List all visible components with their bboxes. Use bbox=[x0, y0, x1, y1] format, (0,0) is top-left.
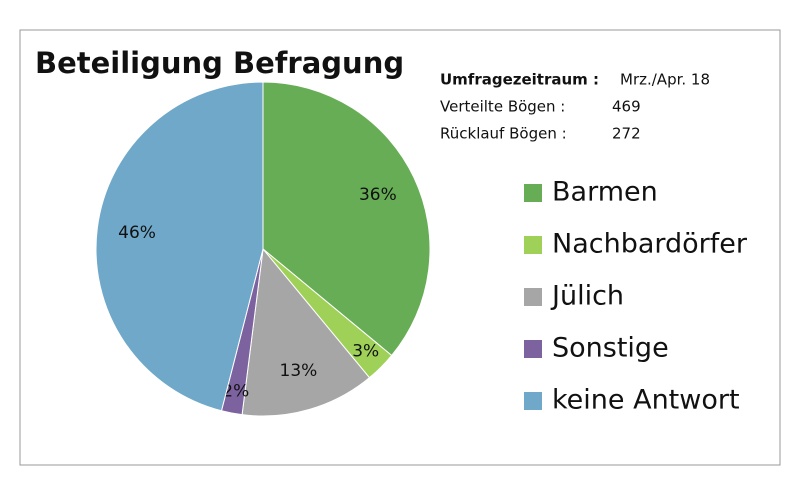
legend-label: keine Antwort bbox=[552, 385, 740, 416]
legend-label: Nachbardörfer bbox=[552, 229, 748, 260]
pie-slice bbox=[95, 81, 264, 412]
data-label: 3% bbox=[352, 342, 379, 362]
data-label: 46% bbox=[118, 223, 156, 243]
pie-slice bbox=[241, 247, 371, 417]
data-label: 36% bbox=[359, 185, 397, 205]
legend-swatch bbox=[524, 184, 542, 202]
legend-swatch bbox=[524, 288, 542, 306]
legend-swatch bbox=[524, 236, 542, 254]
legend-swatch bbox=[524, 340, 542, 358]
data-label: 2% bbox=[222, 382, 249, 402]
annotation-value: Mrz./Apr. 18 bbox=[620, 71, 710, 89]
chart-title: Beteiligung Befragung bbox=[35, 46, 404, 80]
annotation-label: Verteilte Bögen : bbox=[440, 98, 565, 116]
annotation-value: 272 bbox=[612, 125, 641, 143]
legend-label: Barmen bbox=[552, 177, 658, 208]
annotation-label: Umfragezeitraum : bbox=[440, 71, 599, 89]
pie-slice bbox=[262, 81, 431, 357]
data-label: 13% bbox=[280, 361, 318, 381]
legend-label: Sonstige bbox=[552, 333, 669, 364]
legend-label: Jülich bbox=[550, 281, 624, 312]
annotation-value: 469 bbox=[612, 98, 641, 116]
annotation-label: Rücklauf Bögen : bbox=[440, 125, 567, 143]
legend-swatch bbox=[524, 392, 542, 410]
